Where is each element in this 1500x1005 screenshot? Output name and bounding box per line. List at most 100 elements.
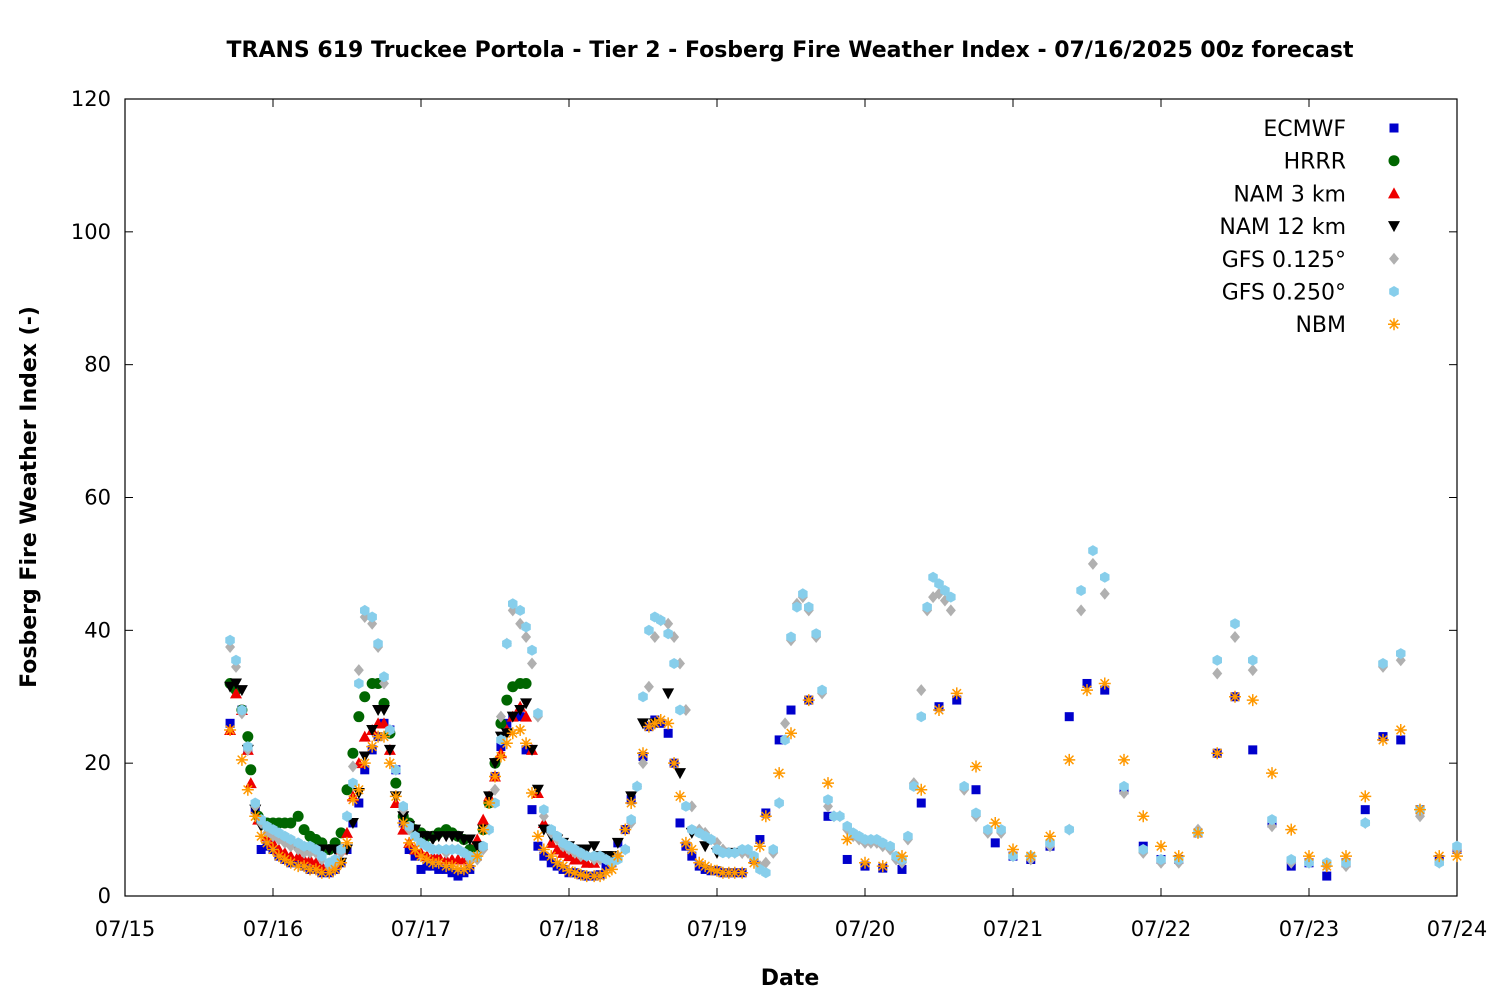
data-point	[774, 797, 784, 809]
data-point	[224, 723, 237, 736]
data-point	[358, 751, 371, 763]
data-point	[922, 601, 932, 613]
data-point	[546, 824, 556, 836]
data-point	[557, 860, 570, 873]
data-point	[341, 826, 353, 838]
data-point	[1394, 723, 1407, 736]
data-point	[878, 837, 888, 849]
data-point	[687, 824, 697, 836]
data-point	[563, 864, 575, 877]
data-point	[478, 840, 488, 852]
data-point	[531, 830, 544, 843]
legend-label: NAM 3 km	[1233, 182, 1346, 207]
data-point	[341, 784, 353, 796]
data-point	[1064, 712, 1074, 722]
data-point	[1156, 854, 1166, 865]
data-point	[495, 710, 506, 723]
x-tick-label: 07/17	[391, 917, 452, 941]
data-point	[611, 850, 624, 863]
data-point	[539, 804, 549, 816]
data-point	[317, 850, 327, 862]
data-point	[792, 601, 802, 613]
data-point	[490, 783, 500, 796]
data-point	[403, 836, 416, 849]
data-point	[786, 705, 796, 715]
data-point	[341, 836, 353, 849]
data-point	[527, 644, 537, 656]
data-point	[928, 571, 938, 583]
data-point	[625, 797, 638, 810]
data-point	[946, 591, 956, 603]
data-point	[649, 630, 660, 643]
data-point	[1008, 850, 1018, 862]
data-point	[1099, 587, 1110, 600]
data-point	[1082, 678, 1092, 688]
data-point	[1211, 747, 1224, 760]
data-point	[601, 861, 611, 871]
data-point	[255, 830, 268, 843]
data-point	[1303, 850, 1315, 863]
data-point	[711, 864, 723, 877]
data-point	[681, 800, 691, 812]
data-point	[347, 747, 359, 759]
data-point	[934, 578, 944, 590]
data-point	[242, 731, 254, 743]
data-point	[1100, 685, 1110, 695]
data-point	[642, 720, 655, 733]
data-point	[730, 847, 740, 859]
data-point	[933, 704, 945, 717]
data-point	[728, 866, 741, 879]
data-point	[1118, 753, 1130, 766]
data-point	[533, 707, 543, 719]
data-point	[359, 691, 371, 703]
data-point	[568, 866, 581, 879]
data-point	[415, 850, 427, 863]
data-point	[272, 850, 285, 863]
data-point	[477, 823, 490, 836]
data-point	[749, 850, 759, 862]
data-point	[823, 794, 833, 806]
x-tick-label: 07/15	[95, 917, 156, 941]
data-point	[1322, 871, 1332, 881]
data-point	[422, 861, 432, 871]
data-point	[494, 750, 507, 763]
data-point	[304, 853, 316, 865]
data-point	[515, 712, 525, 722]
data-point	[1098, 677, 1111, 690]
legend-label: ECMWF	[1263, 117, 1346, 142]
data-point	[753, 840, 766, 853]
data-point	[292, 810, 304, 822]
data-point	[1088, 545, 1098, 557]
data-point	[230, 687, 242, 699]
data-point	[1119, 780, 1129, 792]
data-point	[231, 654, 241, 666]
series-0	[225, 678, 1462, 881]
data-point	[802, 694, 815, 707]
data-point	[811, 628, 821, 640]
data-point	[798, 588, 808, 600]
data-point	[822, 777, 834, 790]
data-point	[1320, 860, 1333, 873]
data-point	[383, 757, 396, 770]
data-point	[638, 757, 648, 770]
y-tick-label: 0	[98, 884, 111, 908]
data-point	[323, 866, 336, 879]
data-point	[551, 856, 564, 869]
data-point	[896, 850, 908, 863]
data-point	[311, 844, 321, 855]
data-point	[533, 841, 543, 851]
data-point	[551, 843, 564, 855]
data-point	[915, 783, 928, 796]
data-point	[663, 728, 673, 738]
data-point	[574, 868, 587, 881]
data-point	[225, 634, 235, 646]
x-tick-label: 07/24	[1427, 917, 1488, 941]
legend-marker	[1388, 187, 1400, 199]
data-point	[1248, 745, 1258, 755]
data-point	[398, 800, 408, 812]
data-point	[432, 850, 445, 862]
data-point	[545, 836, 558, 848]
data-point	[916, 711, 926, 723]
data-point	[378, 717, 390, 729]
series-5	[225, 545, 1462, 879]
